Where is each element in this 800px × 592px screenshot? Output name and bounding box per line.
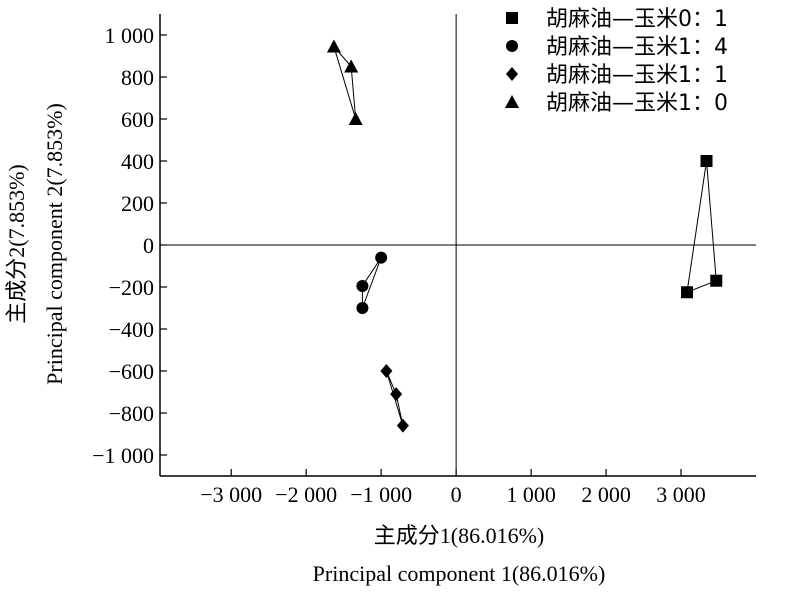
x-tick-label: 1 000 — [506, 482, 556, 507]
series-square — [681, 155, 723, 299]
y-tick-label: −400 — [109, 317, 154, 342]
y-axis-ticks: 1 000 800 600 400 200 0 −200 −400 −600 −800 −1 000 — [92, 23, 167, 468]
legend-label: 胡麻油—玉米1：4 — [546, 35, 728, 60]
y-tick-label: 800 — [121, 65, 154, 90]
x-axis-ticks: −3 000 −2 000 −1 000 0 1 000 2 000 3 000 — [200, 469, 706, 507]
legend-label: 胡麻油—玉米0：1 — [546, 7, 728, 32]
y-axis-label-cn: 主成分2(7.853%) — [4, 164, 29, 323]
data-point — [356, 279, 369, 292]
axis-labels: 主成分1(86.016%) Principal component 1(86.0… — [4, 103, 605, 586]
x-tick-label: 2 000 — [581, 482, 631, 507]
series-connector — [361, 257, 382, 309]
y-tick-label: 0 — [143, 233, 154, 258]
legend-label: 胡麻油—玉米1：1 — [546, 63, 728, 88]
x-tick-label: −2 000 — [275, 482, 337, 507]
data-point — [344, 59, 359, 73]
zero-reference-lines — [160, 14, 756, 476]
data-point — [700, 155, 713, 167]
x-axis-label-cn: 主成分1(86.016%) — [374, 523, 544, 548]
data-point — [348, 112, 363, 125]
y-tick-label: −200 — [109, 275, 154, 300]
legend-label: 胡麻油—玉米1：0 — [546, 91, 728, 116]
data-point — [326, 39, 341, 53]
data-point — [396, 418, 409, 433]
legend-marker-triangle — [505, 95, 519, 108]
series-circle — [356, 251, 388, 314]
data-series — [326, 39, 723, 433]
x-axis-label-en: Principal component 1(86.016%) — [313, 561, 606, 586]
y-tick-label: 400 — [121, 149, 154, 174]
series-connector — [686, 160, 717, 294]
data-point — [681, 286, 694, 299]
y-tick-label: −1 000 — [92, 443, 154, 468]
y-tick-label: −800 — [109, 401, 154, 426]
y-tick-label: 1 000 — [105, 23, 155, 48]
data-point — [390, 387, 403, 402]
y-tick-label: 200 — [121, 191, 154, 216]
data-point — [356, 302, 369, 314]
legend-marker-square — [506, 12, 518, 24]
y-axis-label-en: Principal component 2(7.853%) — [42, 103, 67, 385]
x-tick-label: 3 000 — [656, 482, 706, 507]
y-tick-label: 600 — [121, 107, 154, 132]
data-point — [380, 364, 393, 378]
legend: 胡麻油—玉米0：1 胡麻油—玉米1：4 胡麻油—玉米1：1 胡麻油—玉米1：0 — [505, 7, 728, 116]
legend-marker-diamond — [506, 67, 518, 81]
series-triangle — [326, 39, 363, 125]
y-tick-label: −600 — [109, 359, 154, 384]
x-tick-label: −1 000 — [350, 482, 412, 507]
data-point — [710, 274, 723, 287]
series-connector — [333, 46, 357, 120]
series-diamond — [380, 364, 409, 433]
legend-marker-circle — [506, 40, 518, 52]
data-point — [375, 251, 388, 264]
x-tick-label: 0 — [451, 482, 462, 507]
x-tick-label: −3 000 — [200, 482, 262, 507]
